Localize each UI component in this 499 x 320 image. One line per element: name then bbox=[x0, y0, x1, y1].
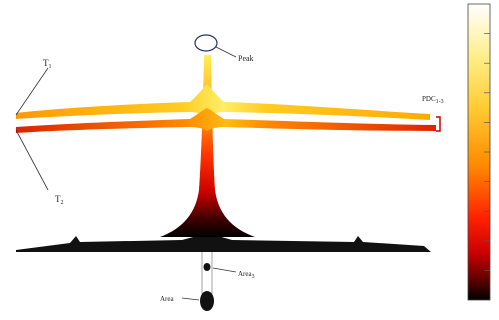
t2-leader-line bbox=[15, 129, 49, 191]
area-large-leader-line bbox=[181, 297, 200, 301]
area-large-label: Area bbox=[160, 295, 174, 303]
pdc-marker bbox=[436, 116, 441, 132]
pdc-label: PDC1-3 bbox=[422, 95, 444, 105]
t2-label: T2 bbox=[55, 194, 64, 206]
t1-label: T1 bbox=[43, 58, 52, 70]
base-plateau bbox=[16, 232, 431, 252]
colorbar-ticks bbox=[484, 33, 490, 271]
peak-label: Peak bbox=[238, 54, 254, 63]
area-small-label: Area3 bbox=[238, 270, 255, 280]
area-large-blob bbox=[200, 291, 214, 311]
area-small-blob bbox=[203, 263, 211, 271]
t1-leader-line bbox=[15, 67, 49, 116]
central-spike bbox=[160, 55, 255, 237]
peak-ellipse bbox=[194, 34, 218, 52]
lower-band bbox=[16, 108, 436, 133]
area-small-leader-line bbox=[212, 267, 237, 273]
peak-leader-line bbox=[215, 46, 237, 58]
upper-band bbox=[16, 84, 430, 120]
